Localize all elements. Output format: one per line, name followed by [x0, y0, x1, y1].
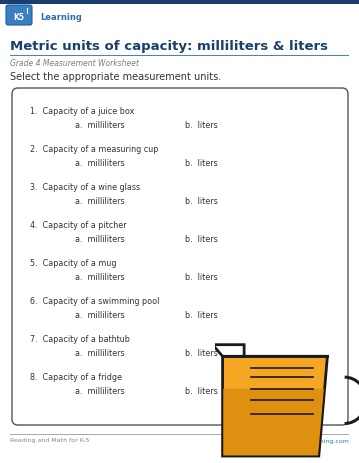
Text: b.  liters: b. liters	[185, 310, 218, 319]
Text: Metric units of capacity: milliliters & liters: Metric units of capacity: milliliters & …	[10, 40, 328, 53]
Text: b.  liters: b. liters	[185, 348, 218, 357]
Text: 1.  Capacity of a juice box: 1. Capacity of a juice box	[30, 107, 134, 116]
Text: a.  milliliters: a. milliliters	[75, 310, 125, 319]
Text: Grade 4 Measurement Worksheet: Grade 4 Measurement Worksheet	[10, 59, 139, 68]
Text: 2.  Capacity of a measuring cup: 2. Capacity of a measuring cup	[30, 144, 158, 154]
Polygon shape	[213, 345, 244, 357]
Text: 6.  Capacity of a swimming pool: 6. Capacity of a swimming pool	[30, 296, 159, 305]
Text: a.  milliliters: a. milliliters	[75, 197, 125, 206]
FancyBboxPatch shape	[12, 89, 348, 425]
Text: Learning: Learning	[40, 13, 82, 21]
Text: 5.  Capacity of a mug: 5. Capacity of a mug	[30, 258, 117, 268]
Text: © www.k5learning.com: © www.k5learning.com	[275, 437, 349, 443]
Text: a.  milliliters: a. milliliters	[75, 272, 125, 282]
Text: b.  liters: b. liters	[185, 197, 218, 206]
Text: b.  liters: b. liters	[185, 159, 218, 168]
Text: K5: K5	[14, 13, 24, 21]
Text: 3.  Capacity of a wine glass: 3. Capacity of a wine glass	[30, 182, 140, 192]
Text: a.  milliliters: a. milliliters	[75, 348, 125, 357]
Bar	[0, 0, 359, 5]
Bar	[10, 434, 349, 435]
Polygon shape	[223, 357, 327, 456]
Text: b.  liters: b. liters	[185, 272, 218, 282]
Text: Reading and Math for K-5: Reading and Math for K-5	[10, 437, 89, 442]
Polygon shape	[223, 389, 324, 456]
FancyBboxPatch shape	[6, 6, 32, 26]
Text: 4.  Capacity of a pitcher: 4. Capacity of a pitcher	[30, 220, 127, 230]
Text: b.  liters: b. liters	[185, 386, 218, 395]
Text: a.  milliliters: a. milliliters	[75, 386, 125, 395]
Text: 7.  Capacity of a bathtub: 7. Capacity of a bathtub	[30, 334, 130, 343]
Text: a.  milliliters: a. milliliters	[75, 159, 125, 168]
Text: Select the appropriate measurement units.: Select the appropriate measurement units…	[10, 72, 221, 82]
Text: b.  liters: b. liters	[185, 234, 218, 244]
Text: b.  liters: b. liters	[185, 121, 218, 130]
Text: a.  milliliters: a. milliliters	[75, 121, 125, 130]
Text: 8.  Capacity of a fridge: 8. Capacity of a fridge	[30, 372, 122, 381]
Text: a.  milliliters: a. milliliters	[75, 234, 125, 244]
